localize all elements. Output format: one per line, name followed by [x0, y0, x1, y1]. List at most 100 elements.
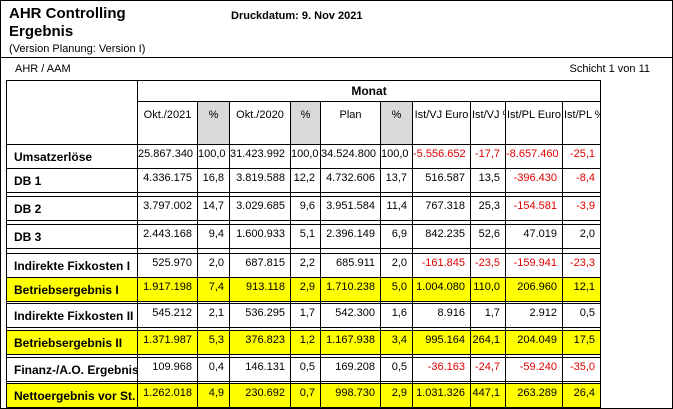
cell-r9-c6: 1.031.326 — [412, 383, 471, 408]
cell-r9-c4: 998.730 — [320, 383, 381, 408]
cell-r3-c6: 842.235 — [412, 224, 471, 249]
cell-r5-c5: 5,0 — [380, 277, 413, 302]
column-header-8: Ist/PL Euro — [505, 101, 563, 145]
cell-r9-c7: 447,1 — [470, 383, 506, 408]
cell-r9-c3: 0,7 — [290, 383, 321, 408]
cell-r0-c0: 25.867.340 — [137, 144, 198, 169]
cell-r2-c2: 3.029.685 — [229, 196, 291, 221]
group-header-cell: Monat — [136, 80, 602, 102]
cell-r8-c2: 146.131 — [229, 357, 291, 382]
cell-r9-c8: 263.289 — [505, 383, 563, 408]
row-label: Finanz-/A.O. Ergebnis — [6, 357, 138, 382]
cell-r7-c8: 204.049 — [505, 330, 563, 355]
cell-r8-c9: -35,0 — [561, 357, 602, 382]
cell-r6-c3: 1,7 — [290, 303, 321, 328]
cell-r4-c1: 2,0 — [197, 253, 230, 278]
table-body: Umsatzerlöse 25.867.340 100,0 31.423.992 100… — [6, 144, 602, 408]
cell-r1-c8: -396.430 — [505, 168, 563, 193]
cell-r8-c3: 0,5 — [290, 357, 321, 382]
cell-r1-c4: 4.732.606 — [320, 168, 381, 193]
cell-r8-c8: -59.240 — [505, 357, 563, 382]
report-header: AHR Controlling Ergebnis (Version Planun… — [1, 1, 672, 58]
version-label: (Version Planung: Version I) — [9, 43, 146, 55]
cell-r3-c3: 5,1 — [290, 224, 321, 249]
spacer-row — [6, 301, 602, 304]
cell-r1-c1: 16,8 — [197, 168, 230, 193]
row-label: Nettoergebnis vor St. — [6, 383, 138, 408]
cell-r8-c0: 109.968 — [137, 357, 198, 382]
cell-r2-c1: 14,7 — [197, 196, 230, 221]
column-header-0: Okt./2021 — [137, 101, 198, 145]
cell-r1-c0: 4.336.175 — [137, 168, 198, 193]
cell-r2-c8: -154.581 — [505, 196, 563, 221]
cell-r4-c7: -23,5 — [470, 253, 506, 278]
cell-r2-c6: 767.318 — [412, 196, 471, 221]
column-header-3: % — [290, 101, 321, 145]
cell-r5-c4: 1.710.238 — [320, 277, 381, 302]
cell-r1-c5: 13,7 — [380, 168, 413, 193]
cell-r1-c6: 516.587 — [412, 168, 471, 193]
table-row-9: Nettoergebnis vor St. 1.262.018 4,9 230.692… — [6, 383, 602, 408]
title-block: AHR Controlling Ergebnis (Version Planun… — [9, 5, 145, 55]
cell-r3-c4: 2.396.149 — [320, 224, 381, 249]
row-label: DB 1 — [6, 168, 138, 193]
cell-r6-c2: 536.295 — [229, 303, 291, 328]
cell-r5-c7: 110,0 — [470, 277, 506, 302]
cell-r2-c9: -3,9 — [561, 196, 602, 221]
cell-r6-c6: 8.916 — [412, 303, 471, 328]
column-header-1: % — [197, 101, 230, 145]
column-header-4: Plan — [320, 101, 381, 145]
cell-r7-c1: 5,3 — [197, 330, 230, 355]
cell-r8-c7: -24,7 — [470, 357, 506, 382]
cell-r5-c3: 2,9 — [290, 277, 321, 302]
print-date-label: Druckdatum: 9. Nov 2021 — [231, 10, 363, 22]
table-row-6: Indirekte Fixkosten II 545.212 2,1 536.295 1… — [6, 303, 602, 328]
cell-r2-c3: 9,6 — [290, 196, 321, 221]
cell-r7-c2: 376.823 — [229, 330, 291, 355]
table-row-5: Betriebsergebnis I 1.917.198 7,4 913.118 2,9… — [6, 277, 602, 302]
cell-r3-c5: 6,9 — [380, 224, 413, 249]
table-row-0: Umsatzerlöse 25.867.340 100,0 31.423.992 100… — [6, 144, 602, 169]
column-header-row: Okt./2021% Okt./2020% Plan% Ist/VJ Euro Ist/… — [7, 101, 602, 145]
page-title-line2: Ergebnis — [9, 23, 74, 40]
cell-r2-c4: 3.951.584 — [320, 196, 381, 221]
cell-r3-c0: 2.443.168 — [137, 224, 198, 249]
row-label: Indirekte Fixkosten II — [6, 303, 138, 328]
cell-r0-c2: 31.423.992 — [229, 144, 291, 169]
cell-r6-c4: 542.300 — [320, 303, 381, 328]
cell-r7-c7: 264,1 — [470, 330, 506, 355]
spacer-row — [6, 354, 602, 358]
row-label: DB 3 — [6, 224, 138, 249]
cell-r5-c6: 1.004.080 — [412, 277, 471, 302]
cell-r5-c1: 7,4 — [197, 277, 230, 302]
cell-r0-c7: -17,7 — [470, 144, 506, 169]
cell-r6-c8: 2.912 — [505, 303, 563, 328]
row-label: Indirekte Fixkosten I — [6, 253, 138, 278]
cell-r0-c6: -5.556.652 — [412, 144, 471, 169]
cell-r5-c9: 12,1 — [561, 277, 602, 302]
cell-r2-c5: 11,4 — [380, 196, 413, 221]
column-header-7: Ist/VJ % — [470, 101, 506, 145]
cell-r7-c6: 995.164 — [412, 330, 471, 355]
corner-cell — [6, 80, 138, 145]
cell-r4-c9: -23,3 — [561, 253, 602, 278]
table-row-1: DB 1 4.336.175 16,8 3.819.588 12,2 4.732.606 1… — [6, 168, 602, 193]
cell-r4-c2: 687.815 — [229, 253, 291, 278]
spacer-row — [6, 220, 602, 225]
cell-r5-c0: 1.917.198 — [137, 277, 198, 302]
cell-r7-c3: 1,2 — [290, 330, 321, 355]
results-table: Monat Okt./2021% Okt./2020% Plan% Ist/VJ Eu… — [6, 80, 602, 408]
cell-r0-c9: -25,1 — [561, 144, 602, 169]
cell-r8-c5: 0,5 — [380, 357, 413, 382]
cell-r7-c0: 1.371.987 — [137, 330, 198, 355]
cell-r0-c4: 34.524.800 — [320, 144, 381, 169]
cell-r6-c0: 545.212 — [137, 303, 198, 328]
org-label: AHR / AAM — [15, 63, 71, 75]
row-label: Betriebsergebnis I — [6, 277, 138, 302]
group-header-row: Monat — [6, 80, 602, 145]
cell-r4-c0: 525.970 — [137, 253, 198, 278]
cell-r3-c8: 47.019 — [505, 224, 563, 249]
column-header-2: Okt./2020 — [229, 101, 291, 145]
cell-r9-c1: 4,9 — [197, 383, 230, 408]
table-row-3: DB 3 2.443.168 9,4 1.600.933 5,1 2.396.149 6,9… — [6, 224, 602, 249]
